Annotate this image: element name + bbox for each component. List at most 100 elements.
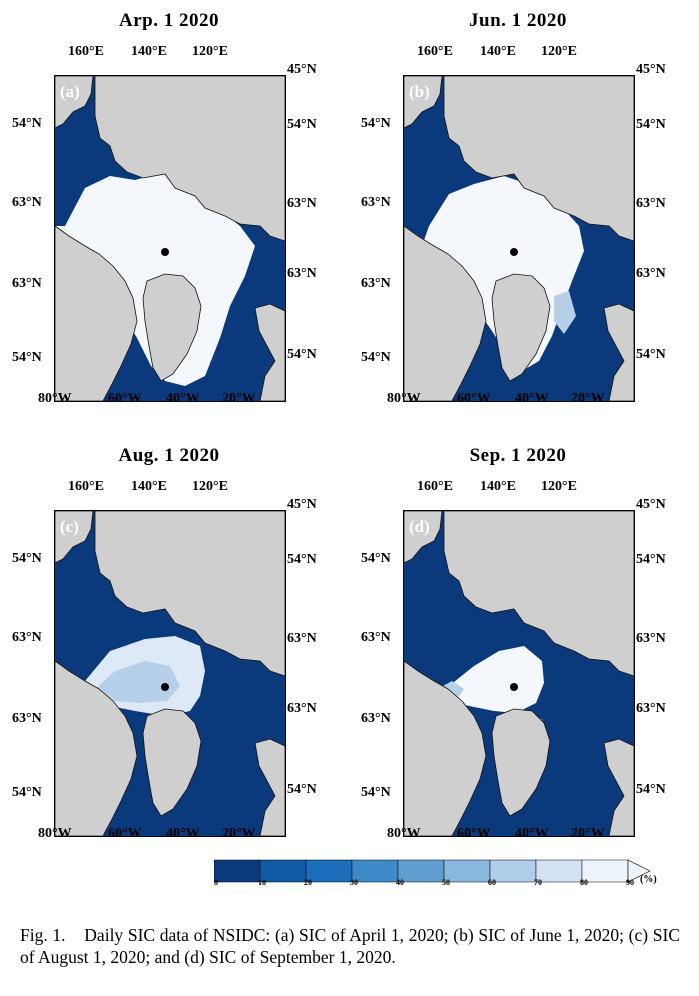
lon-label-top: 120°E (192, 44, 228, 59)
land-area (491, 708, 551, 817)
land-area (94, 511, 285, 677)
lat-label-left: 63°N (12, 711, 42, 726)
colorbar-segment (351, 859, 399, 883)
lon-label-bottom: 20°W (571, 826, 605, 841)
lon-label-top: 120°E (541, 44, 577, 59)
lat-label-left: 54°N (361, 350, 391, 365)
lon-label-top: 120°E (192, 479, 228, 494)
panel-label: (b) (409, 82, 430, 101)
lon-label-bottom: 80°W (38, 826, 72, 841)
caption-prefix: Fig. 1. (20, 925, 66, 945)
lat-label-left: 54°N (12, 785, 42, 800)
colorbar-segment (581, 859, 629, 883)
lon-label-top: 140°E (480, 479, 516, 494)
lon-label-bottom: 40°W (166, 391, 200, 406)
land-area (254, 303, 285, 401)
lat-label-right: 45°N (287, 497, 317, 512)
lat-label-left: 54°N (361, 785, 391, 800)
lat-label-left: 54°N (12, 551, 42, 566)
land-area (55, 511, 94, 564)
land-area (443, 511, 634, 677)
sea-ice-area (554, 291, 576, 334)
lat-label-right: 54°N (636, 117, 666, 132)
lon-label-bottom: 20°W (222, 826, 256, 841)
colorbar-tick: 60 (488, 878, 496, 887)
lon-label-top: 140°E (131, 44, 167, 59)
colorbar-segment (535, 859, 583, 883)
sic-map (54, 75, 286, 402)
lat-label-right: 63°N (636, 701, 666, 716)
colorbar-extend-arrow (627, 859, 651, 883)
lat-label-right: 54°N (287, 552, 317, 567)
lat-label-left: 63°N (361, 630, 391, 645)
lon-label-top: 140°E (131, 479, 167, 494)
land-area (254, 738, 285, 836)
lat-label-left: 54°N (361, 551, 391, 566)
lat-label-right: 45°N (287, 62, 317, 77)
lat-label-right: 54°N (287, 117, 317, 132)
lon-label-bottom: 40°W (515, 391, 549, 406)
lat-label-left: 54°N (361, 116, 391, 131)
land-area (404, 511, 443, 564)
colorbar-segment (443, 859, 491, 883)
north-pole-marker (161, 248, 169, 256)
colorbar-tick: 90 (626, 878, 634, 887)
lat-label-right: 45°N (636, 497, 666, 512)
lon-label-bottom: 40°W (166, 826, 200, 841)
lat-label-right: 54°N (287, 782, 317, 797)
lon-label-top: 160°E (417, 479, 453, 494)
lat-label-left: 63°N (12, 630, 42, 645)
north-pole-marker (510, 248, 518, 256)
panel-title: Aug. 1 2020 (118, 445, 220, 466)
colorbar-segment (214, 859, 261, 883)
lat-label-right: 45°N (636, 62, 666, 77)
lon-label-bottom: 80°W (387, 391, 421, 406)
lat-label-right: 63°N (287, 701, 317, 716)
lon-label-top: 160°E (68, 44, 104, 59)
colorbar-segment (305, 859, 353, 883)
panel-d: Sep. 1 2020 160°E 140°E 120°E (d) 54°N 6… (349, 445, 666, 845)
lat-label-left: 63°N (12, 195, 42, 210)
colorbar-tick: 50 (442, 878, 450, 887)
lon-label-top: 140°E (480, 44, 516, 59)
lon-label-bottom: 20°W (222, 391, 256, 406)
lon-label-bottom: 20°W (571, 391, 605, 406)
land-area (603, 303, 634, 401)
lat-label-left: 63°N (12, 276, 42, 291)
north-pole-marker (510, 683, 518, 691)
panel-label: (a) (60, 82, 80, 101)
lat-label-right: 63°N (287, 196, 317, 211)
lon-label-bottom: 60°W (457, 391, 491, 406)
panel-c: Aug. 1 2020 160°E 140°E 120°E (c) 54°N 6… (0, 445, 317, 845)
lat-label-left: 54°N (12, 116, 42, 131)
lat-label-right: 63°N (287, 631, 317, 646)
caption-text: Daily SIC data of NSIDC: (a) SIC of Apri… (20, 925, 680, 967)
lon-label-bottom: 80°W (387, 826, 421, 841)
lat-label-left: 54°N (12, 350, 42, 365)
land-area (55, 225, 138, 401)
panel-a: Arp. 1 2020 160°E 140°E 120°E (a) 54°N 6… (0, 10, 317, 410)
colorbar-tick: 40 (396, 878, 404, 887)
land-area (603, 738, 634, 836)
lon-label-bottom: 60°W (108, 826, 142, 841)
lat-label-left: 63°N (361, 195, 391, 210)
land-area (142, 708, 202, 817)
land-area (404, 76, 443, 129)
lat-label-right: 63°N (636, 631, 666, 646)
panel-label: (c) (60, 517, 79, 536)
colorbar-tick: 0 (214, 878, 218, 887)
panel-title: Sep. 1 2020 (469, 445, 567, 466)
panel-label: (d) (409, 517, 430, 536)
colorbar-tick: 70 (534, 878, 542, 887)
colorbar-segment (489, 859, 537, 883)
lon-label-top: 160°E (417, 44, 453, 59)
sea-ice-area (449, 646, 544, 713)
lon-label-top: 160°E (68, 479, 104, 494)
lat-label-left: 63°N (361, 711, 391, 726)
land-area (142, 273, 202, 382)
land-area (491, 273, 551, 382)
panel-b: Jun. 1 2020 160°E 140°E 120°E (b) 54°N 6… (349, 10, 666, 410)
lon-label-bottom: 60°W (108, 391, 142, 406)
lon-label-top: 120°E (541, 479, 577, 494)
lat-label-right: 54°N (636, 347, 666, 362)
